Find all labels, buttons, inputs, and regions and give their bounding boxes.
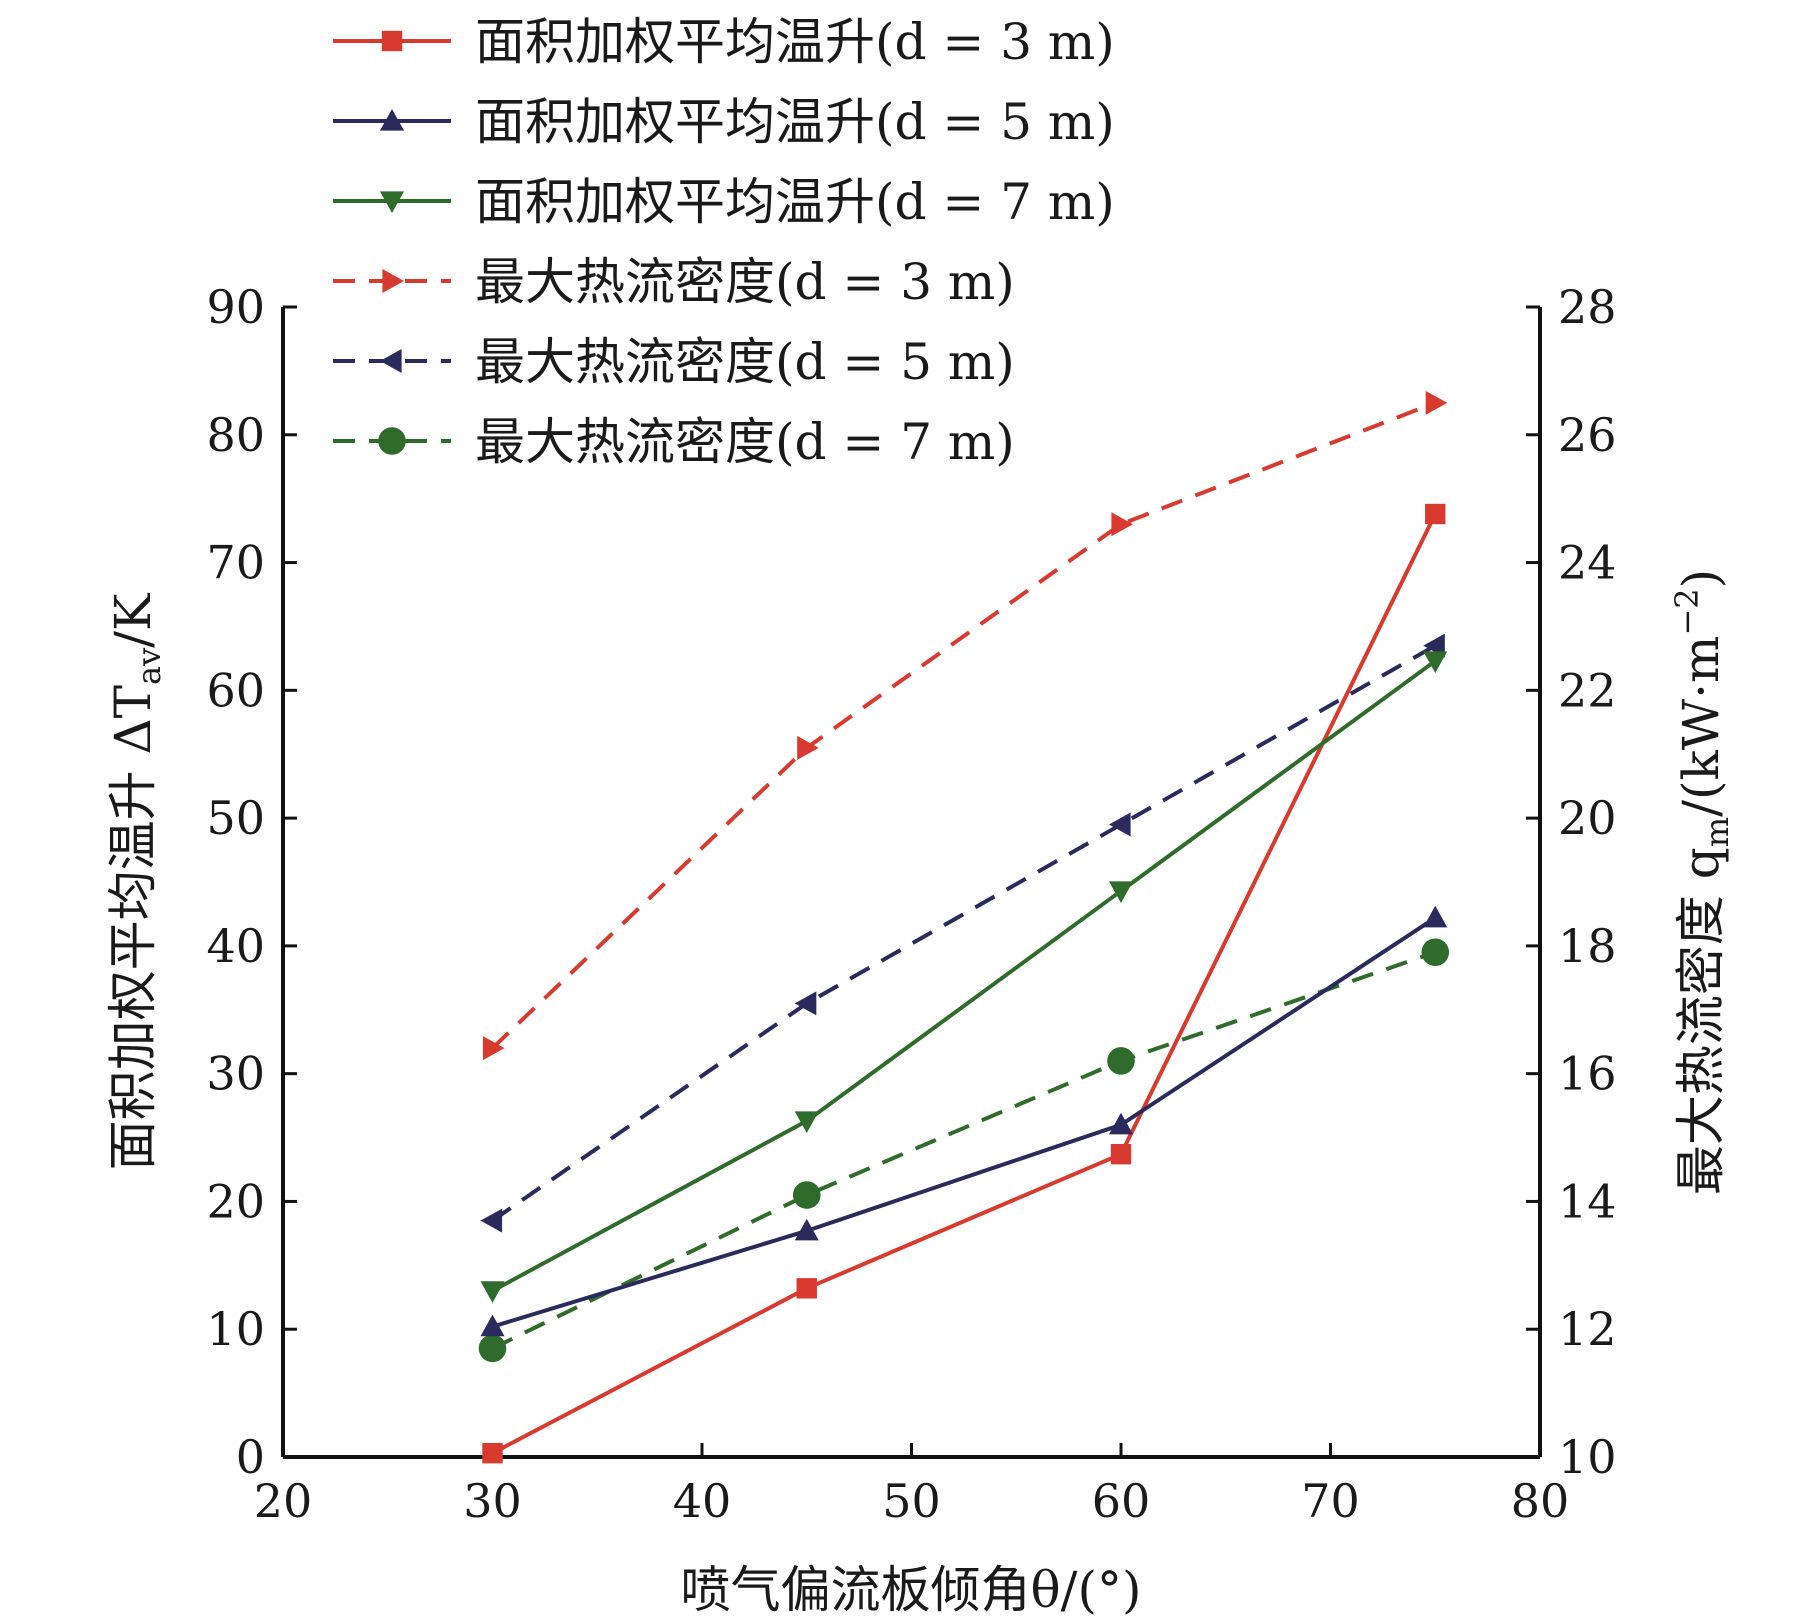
data-point [1109, 1112, 1133, 1135]
legend-item-3: 面积加权平均温升(d = 7 m) [333, 173, 1115, 231]
y-left-tick-label: 30 [206, 1047, 265, 1101]
plot-frame: 20 30 40 50 60 70 80 0 10 20 30 40 50 60 70 80 90 10 12 14 1… [206, 280, 1616, 1528]
y-left-tick-label: 0 [236, 1430, 265, 1484]
y-left-title-sub: av [130, 648, 168, 685]
y-left-tick-label: 60 [206, 663, 265, 717]
data-point [794, 1111, 819, 1133]
data-point [482, 1442, 503, 1464]
y-left-tick-label: 90 [206, 280, 265, 334]
y-right-tick-label: 26 [1558, 408, 1617, 462]
x-tick-label: 70 [1301, 1474, 1360, 1528]
legend-label: 最大热流密度(d = 5 m) [475, 333, 1015, 391]
y-left-axis-title: 面积加权平均温升 ΔTav/K [104, 592, 168, 1170]
data-point [482, 1036, 505, 1061]
y-left-title-unit: /K [104, 592, 162, 648]
y-left-tick-label: 70 [206, 536, 265, 590]
series-line [491, 950, 1436, 1351]
legend-label: 面积加权平均温升(d = 7 m) [475, 173, 1115, 231]
data-point [1423, 651, 1448, 673]
data-point [1425, 503, 1446, 525]
data-point [1109, 812, 1131, 837]
data-point [1109, 881, 1133, 903]
series-line [491, 916, 1437, 1329]
legend-swatch-marker [380, 349, 402, 373]
series-line [491, 643, 1437, 1223]
data-point [794, 1218, 819, 1241]
y-right-tick-label: 24 [1558, 536, 1617, 590]
series-1 [482, 503, 1446, 1464]
y-right-tick-label: 16 [1558, 1047, 1617, 1101]
series-6 [478, 938, 1450, 1363]
y-right-tick-label: 28 [1558, 280, 1617, 334]
legend-label: 面积加权平均温升(d = 5 m) [475, 93, 1115, 151]
series-line [491, 659, 1437, 1293]
x-tick-label: 40 [673, 1474, 732, 1528]
y-right-tick-label: 18 [1558, 919, 1617, 973]
legend-swatch-marker [380, 109, 404, 131]
data-point [480, 1208, 503, 1233]
data-point [1425, 390, 1448, 415]
y-right-title-sub: m [1698, 817, 1736, 847]
x-tick-label: 20 [254, 1474, 313, 1528]
series-2 [480, 905, 1448, 1337]
data-point [794, 991, 817, 1016]
legend-swatch-marker [380, 191, 404, 213]
series-line [491, 513, 1438, 1455]
data-point [480, 1281, 505, 1303]
data-point [792, 1181, 821, 1209]
y-right-title-close: ) [1672, 569, 1730, 589]
y-right-tick-label: 10 [1558, 1430, 1617, 1484]
y-left-tick-label: 40 [206, 919, 265, 973]
y-left-tick-label: 10 [206, 1302, 265, 1356]
legend-swatch-marker [378, 427, 406, 455]
y-right-title-main: 最大热流密度 q [1672, 847, 1730, 1195]
legend-item-1: 面积加权平均温升(d = 3 m) [333, 13, 1115, 71]
data-point [1423, 905, 1448, 928]
legend-item-5: 最大热流密度(d = 5 m) [333, 333, 1015, 391]
legend-item-6: 最大热流密度(d = 7 m) [333, 413, 1015, 471]
series-4 [482, 390, 1448, 1061]
x-tick-label: 80 [1511, 1474, 1570, 1528]
y-right-title-unit: /(kW·m [1672, 636, 1730, 817]
data-point [1107, 1047, 1135, 1075]
legend: 面积加权平均温升(d = 3 m) 面积加权平均温升(d = 5 m) 面积加权平均… [333, 13, 1115, 471]
x-tick-label: 50 [882, 1474, 941, 1528]
y-right-tick-label: 12 [1558, 1302, 1617, 1356]
data-point [478, 1334, 507, 1363]
axis-labels: 喷气偏流板倾角θ/(°) 面积加权平均温升 ΔTav/K 最大热流密度 qm/(kW… [104, 569, 1736, 1619]
legend-item-4: 最大热流密度(d = 3 m) [333, 253, 1015, 311]
x-tick-label: 60 [1092, 1474, 1151, 1528]
legend-label: 面积加权平均温升(d = 3 m) [475, 13, 1115, 71]
data-point [1110, 1143, 1132, 1165]
series-layer [478, 390, 1450, 1464]
legend-label: 最大热流密度(d = 7 m) [475, 413, 1015, 471]
legend-swatch-marker [382, 269, 404, 293]
x-tick-label: 30 [463, 1474, 522, 1528]
data-point [797, 735, 819, 760]
series-5 [480, 633, 1445, 1233]
y-right-tick-label: 20 [1558, 791, 1617, 845]
data-point [480, 1314, 505, 1337]
legend-swatch-marker [381, 30, 403, 52]
legend-label: 最大热流密度(d = 3 m) [475, 253, 1015, 311]
data-point [1421, 938, 1450, 967]
y-right-title-exp: −2 [1668, 588, 1706, 635]
x-axis-title: 喷气偏流板倾角θ/(°) [681, 1561, 1142, 1619]
y-right-tick-label: 14 [1558, 1174, 1617, 1228]
y-left-tick-label: 50 [206, 791, 265, 845]
data-point [1111, 512, 1133, 537]
y-left-tick-label: 80 [206, 408, 265, 462]
series-3 [480, 651, 1448, 1303]
y-right-tick-label: 22 [1558, 663, 1617, 717]
data-point [796, 1278, 817, 1299]
y-right-axis-title: 最大热流密度 qm/(kW·m−2) [1668, 569, 1736, 1195]
y-left-title-main: 面积加权平均温升 ΔT [104, 685, 162, 1170]
y-left-tick-label: 20 [206, 1174, 265, 1228]
legend-item-2: 面积加权平均温升(d = 5 m) [333, 93, 1115, 151]
series-line [491, 400, 1436, 1050]
